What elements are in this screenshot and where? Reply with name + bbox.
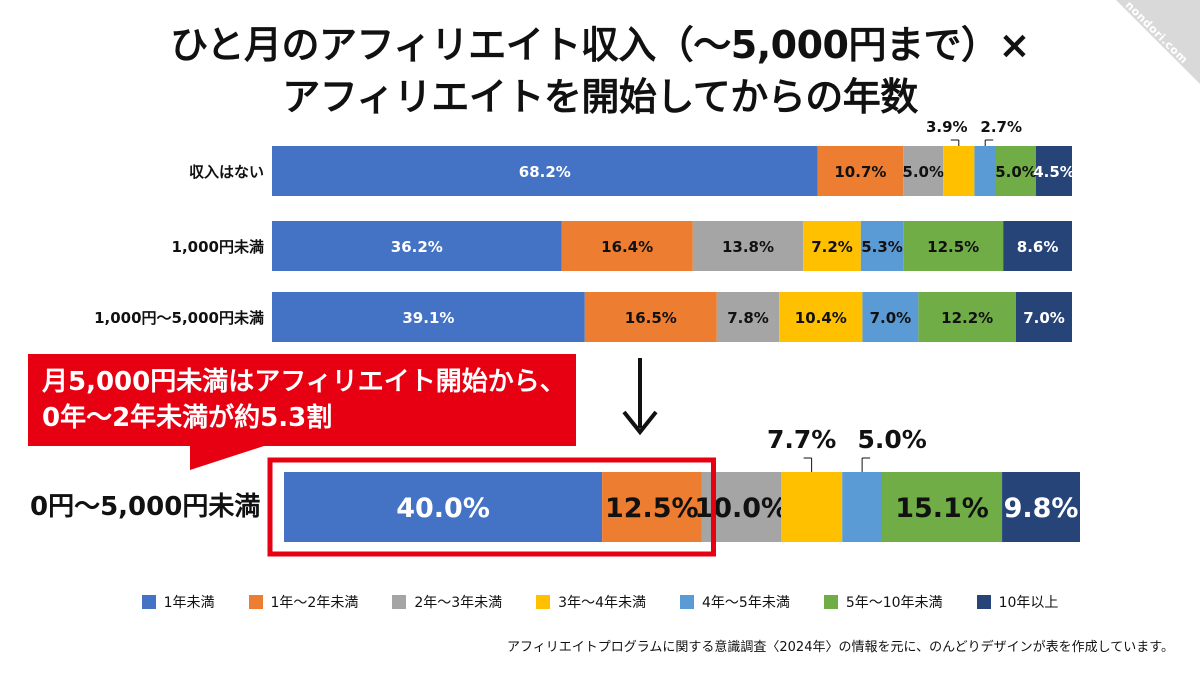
legend-swatch bbox=[976, 595, 991, 609]
bar-segment bbox=[903, 146, 944, 196]
legend-item: 3年〜4年未満 bbox=[536, 592, 646, 612]
bar-segment bbox=[974, 146, 996, 196]
bar-segment bbox=[716, 292, 780, 342]
legend-swatch bbox=[392, 595, 407, 609]
category-label: 1,000円〜5,000円未満 bbox=[94, 309, 264, 327]
legend-label: 4年〜5年未満 bbox=[702, 595, 790, 611]
data-label: 13.8% bbox=[722, 238, 774, 256]
legend-item: 5年〜10年未満 bbox=[823, 592, 943, 612]
legend-swatch bbox=[680, 595, 694, 609]
bar-segment bbox=[602, 472, 702, 542]
data-label: 9.8% bbox=[1004, 493, 1079, 524]
bar-segment bbox=[272, 221, 562, 271]
legend-label: 3年〜4年未満 bbox=[558, 595, 646, 611]
bar-segment bbox=[903, 221, 1004, 271]
legend-item: 10年以上 bbox=[976, 592, 1059, 612]
bar-segment bbox=[1016, 292, 1072, 342]
legend-swatch bbox=[823, 595, 838, 609]
data-label: 7.2% bbox=[811, 238, 853, 256]
data-label: 8.6% bbox=[1017, 238, 1059, 256]
bottom-bar-category: 0円〜5,000円未満 bbox=[30, 492, 261, 522]
data-label: 7.0% bbox=[1023, 309, 1065, 327]
data-label: 4.5% bbox=[1033, 163, 1075, 181]
bar-segment bbox=[842, 472, 882, 542]
bar-segment bbox=[584, 292, 717, 342]
corner-ribbon bbox=[1116, 0, 1200, 84]
bar-segment bbox=[862, 292, 919, 342]
down-arrow-head bbox=[622, 410, 658, 436]
data-label: 5.0% bbox=[857, 425, 926, 454]
data-label: 5.0% bbox=[995, 163, 1037, 181]
bar-segment bbox=[781, 472, 843, 542]
data-label: 16.4% bbox=[601, 238, 653, 256]
chart-title-line1: ひと月のアフィリエイト収入（〜5,000円まで）× bbox=[170, 23, 1030, 67]
data-label: 2.7% bbox=[980, 118, 1022, 136]
data-label: 12.2% bbox=[941, 309, 993, 327]
bar-segment bbox=[881, 472, 1003, 542]
legend-swatch bbox=[248, 595, 263, 609]
callout-box: 月5,000円未満はアフィリエイト開始から、 0年〜2年未満が約5.3割 bbox=[28, 354, 576, 446]
bar-segment bbox=[1003, 221, 1072, 271]
bar-segment bbox=[996, 146, 1036, 196]
data-label: 40.0% bbox=[396, 493, 490, 524]
callout-tail bbox=[190, 444, 270, 470]
legend-label: 5年〜10年未満 bbox=[845, 595, 943, 611]
legend-label: 1年未満 bbox=[163, 595, 215, 611]
legend: 1年未満 1年〜2年未満 2年〜3年未満 3年〜4年未満 4年〜5年未満 5年〜10年未満… bbox=[0, 592, 1200, 612]
highlight-frame bbox=[267, 457, 716, 557]
bar-segment bbox=[272, 146, 818, 196]
callout-line2: 0年〜2年未満が約5.3割 bbox=[42, 403, 333, 433]
bar-segment bbox=[918, 292, 1016, 342]
bar-segment bbox=[561, 221, 693, 271]
bar-segment bbox=[779, 292, 863, 342]
data-label: 10.4% bbox=[795, 309, 847, 327]
data-label: 5.3% bbox=[861, 238, 903, 256]
bar-segment bbox=[692, 221, 804, 271]
bar-segment bbox=[284, 472, 603, 542]
legend-item: 4年〜5年未満 bbox=[680, 592, 790, 612]
data-label: 7.8% bbox=[727, 309, 769, 327]
data-label: 12.5% bbox=[927, 238, 979, 256]
bar-segment bbox=[1036, 146, 1072, 196]
chart-title-line2: アフィリエイトを開始してからの年数 bbox=[282, 75, 918, 119]
category-label: 1,000円未満 bbox=[172, 238, 264, 256]
bar-segment bbox=[1002, 472, 1080, 542]
legend-item: 2年〜3年未満 bbox=[392, 592, 502, 612]
legend-item: 1年〜2年未満 bbox=[248, 592, 359, 612]
data-label: 68.2% bbox=[519, 163, 571, 181]
data-label: 12.5% bbox=[605, 493, 699, 524]
data-label: 5.0% bbox=[902, 163, 944, 181]
legend-swatch bbox=[536, 595, 551, 609]
data-label: 7.7% bbox=[767, 425, 836, 454]
data-label: 3.9% bbox=[926, 118, 968, 136]
data-label: 10.0% bbox=[694, 493, 788, 524]
category-label: 収入はない bbox=[189, 163, 264, 181]
data-label: 36.2% bbox=[391, 238, 443, 256]
data-label: 10.7% bbox=[834, 163, 886, 181]
legend-label: 1年〜2年未満 bbox=[270, 595, 359, 611]
legend-label: 2年〜3年未満 bbox=[414, 595, 503, 611]
bar-segment bbox=[943, 146, 975, 196]
bar-segment bbox=[817, 146, 904, 196]
legend-item: 1年未満 bbox=[141, 592, 215, 612]
data-label: 7.0% bbox=[870, 309, 912, 327]
bar-segment bbox=[803, 221, 861, 271]
bar-segment bbox=[860, 221, 904, 271]
data-label: 16.5% bbox=[625, 309, 677, 327]
data-label: 15.1% bbox=[895, 493, 989, 524]
source-note: アフィリエイトプログラムに関する意識調査〈2024年〉の情報を元に、のんどりデザ… bbox=[507, 640, 1174, 655]
legend-swatch bbox=[141, 595, 156, 609]
legend-label: 10年以上 bbox=[998, 595, 1059, 611]
callout-line1: 月5,000円未満はアフィリエイト開始から、 bbox=[42, 367, 566, 397]
data-label: 39.1% bbox=[402, 309, 454, 327]
bar-segment bbox=[272, 292, 585, 342]
